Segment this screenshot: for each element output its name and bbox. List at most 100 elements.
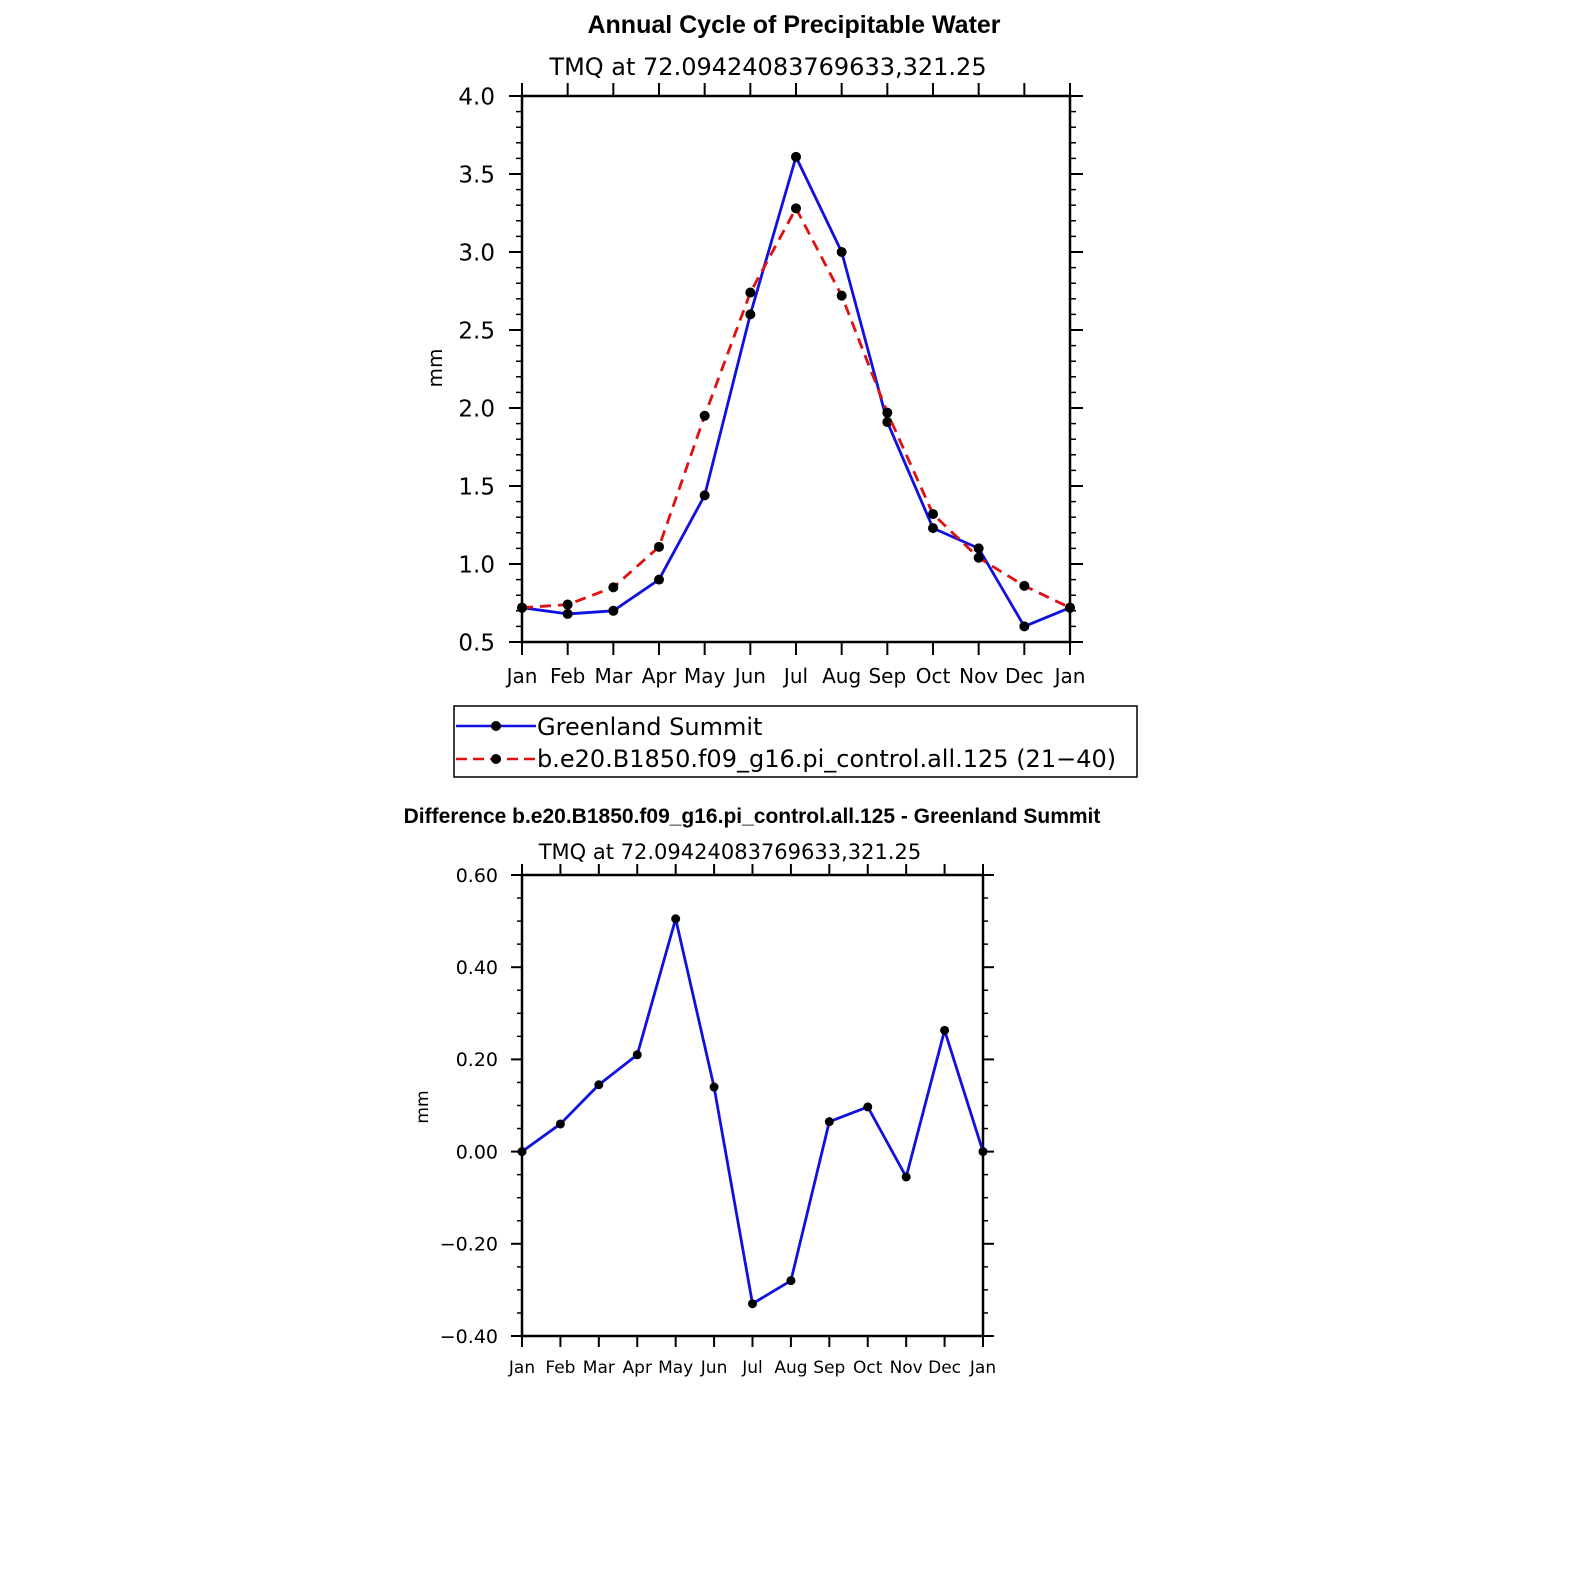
series-point-0 <box>863 1102 873 1112</box>
series-point-0 <box>709 1082 719 1092</box>
x-tick-label: Jul <box>782 664 808 688</box>
series-point-1 <box>973 552 984 563</box>
series-point-0 <box>745 309 756 320</box>
series-point-1 <box>699 410 710 421</box>
y-tick-label: 2.5 <box>458 318 495 344</box>
x-tick-label: Jan <box>505 664 538 688</box>
y-tick-label: 0.5 <box>458 630 495 656</box>
x-tick-label: Jan <box>969 1358 996 1378</box>
x-tick-label: Aug <box>822 664 861 688</box>
x-tick-label: Aug <box>774 1358 807 1378</box>
x-tick-label: Jan <box>508 1358 535 1378</box>
series-point-0 <box>882 417 893 428</box>
series-line-1 <box>521 206 1071 610</box>
series-line-0 <box>521 155 1071 628</box>
chart2-subtitle: TMQ at 72.09424083769633,321.25 <box>538 840 922 864</box>
difference-chart: Difference b.e20.B1850.f09_g16.pi_contro… <box>404 805 1101 1378</box>
y-tick-label: 0.20 <box>456 1049 498 1071</box>
x-tick-label: Feb <box>545 1358 575 1378</box>
series-point-1 <box>928 509 938 520</box>
legend-marker-model <box>491 754 501 764</box>
series-point-1 <box>882 407 893 418</box>
x-tick-label: Apr <box>623 1358 652 1378</box>
series-point-0 <box>654 574 664 585</box>
y-tick-label: −0.20 <box>440 1234 498 1256</box>
series-point-1 <box>836 290 847 301</box>
legend: Greenland Summit b.e20.B1850.f09_g16.pi_… <box>453 705 1138 778</box>
y-tick-label: 1.5 <box>458 474 495 500</box>
plot-frame <box>520 873 985 1338</box>
series-line-0 <box>521 917 985 1306</box>
x-tick-label: Dec <box>928 1358 961 1378</box>
y-tick-label: 4.0 <box>458 84 495 110</box>
annual-cycle-chart: Annual Cycle of Precipitable Water TMQ a… <box>423 11 1085 688</box>
series-point-0 <box>786 1276 796 1286</box>
series-point-0 <box>791 151 801 162</box>
series-point-1 <box>562 599 573 610</box>
x-tick-label: Oct <box>916 664 951 688</box>
series-point-1 <box>745 287 756 298</box>
x-tick-label: Feb <box>550 664 585 688</box>
plot-frame <box>520 94 1072 644</box>
series-point-0 <box>940 1025 950 1035</box>
chart2-axes: Jan Feb Mar Apr May Jun Jul Aug Sep Oct Nov Dec Jan−… <box>440 864 996 1378</box>
x-tick-label: May <box>684 664 726 688</box>
y-tick-label: 3.5 <box>458 162 495 188</box>
series-point-1 <box>1065 602 1075 613</box>
y-tick-label: 1.0 <box>458 552 495 578</box>
legend-label-greenland: Greenland Summit <box>537 713 762 741</box>
series-point-0 <box>671 914 681 924</box>
x-tick-label: Jun <box>733 664 766 688</box>
x-tick-label: Oct <box>853 1358 883 1378</box>
chart1-title: Annual Cycle of Precipitable Water <box>587 11 1000 39</box>
x-tick-label: Jun <box>700 1358 728 1378</box>
series-point-1 <box>517 602 527 613</box>
x-tick-label: May <box>658 1358 693 1378</box>
y-tick-label: 3.0 <box>458 240 495 266</box>
x-tick-label: Dec <box>1005 664 1044 688</box>
x-tick-label: Apr <box>642 664 677 688</box>
x-tick-label: Sep <box>813 1358 845 1378</box>
series-point-0 <box>1019 621 1030 632</box>
chart1-subtitle: TMQ at 72.09424083769633,321.25 <box>548 53 986 81</box>
legend-box <box>453 705 1138 778</box>
chart2-series <box>517 914 988 1309</box>
legend-marker-greenland <box>491 721 501 731</box>
series-point-0 <box>608 605 619 616</box>
series-point-0 <box>978 1147 988 1157</box>
x-tick-label: Jan <box>1053 664 1086 688</box>
series-point-0 <box>928 523 938 534</box>
series-point-0 <box>555 1119 565 1129</box>
series-point-0 <box>632 1050 642 1060</box>
x-tick-label: Jul <box>741 1358 763 1378</box>
y-tick-label: −0.40 <box>440 1326 498 1348</box>
series-point-0 <box>973 543 984 554</box>
x-tick-label: Mar <box>594 664 633 688</box>
series-point-0 <box>836 247 847 257</box>
y-tick-label: 2.0 <box>458 396 495 422</box>
series-point-0 <box>901 1172 911 1182</box>
y-tick-label: 0.60 <box>456 865 498 887</box>
x-tick-label: Nov <box>959 664 998 688</box>
chart1-ylabel: mm <box>423 349 447 388</box>
legend-label-model: b.e20.B1850.f09_g16.pi_control.all.125 (… <box>537 745 1116 773</box>
x-tick-label: Mar <box>583 1358 615 1378</box>
series-point-1 <box>654 541 664 552</box>
chart2-ylabel: mm <box>413 1090 433 1123</box>
series-point-1 <box>1019 580 1030 591</box>
series-point-0 <box>517 1147 527 1157</box>
chart2-title: Difference b.e20.B1850.f09_g16.pi_contro… <box>404 805 1101 828</box>
series-point-1 <box>608 582 619 593</box>
series-point-0 <box>824 1117 834 1127</box>
chart1-axes: Jan Feb Mar Apr May Jun Jul Aug Sep Oct Nov Dec Jan 0… <box>458 83 1085 688</box>
chart1-series <box>517 151 1075 632</box>
x-tick-label: Sep <box>868 664 906 688</box>
series-point-0 <box>562 608 573 619</box>
series-point-0 <box>748 1299 757 1309</box>
x-tick-label: Nov <box>890 1358 923 1378</box>
series-point-1 <box>791 203 801 214</box>
series-point-0 <box>699 490 710 501</box>
y-tick-label: 0.00 <box>456 1141 498 1163</box>
y-tick-label: 0.40 <box>456 957 498 979</box>
